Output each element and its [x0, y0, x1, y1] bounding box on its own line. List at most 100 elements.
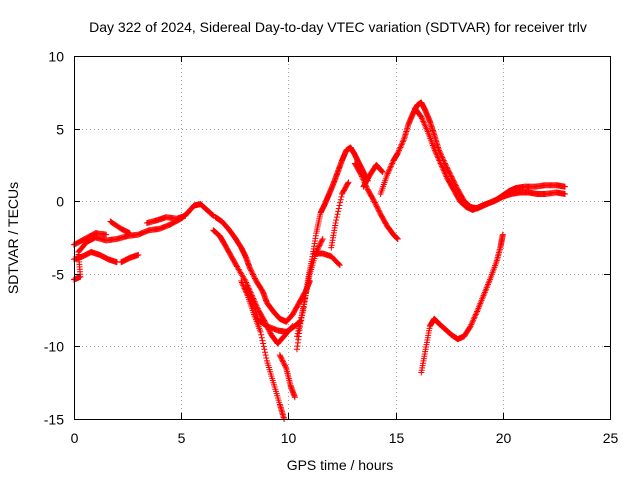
data-point [375, 206, 382, 213]
data-point [467, 323, 474, 330]
data-point [470, 315, 477, 322]
data-point [334, 211, 341, 218]
axis-ticks: 0 5 10 15 20 25 -15 -10 -5 0 5 10 [44, 49, 619, 447]
data-point [452, 181, 459, 188]
data-point [394, 150, 401, 157]
data-point [440, 166, 447, 173]
data-point [435, 154, 442, 161]
data-point [260, 340, 267, 347]
data-point [261, 346, 268, 353]
data-point [561, 190, 568, 197]
data-point [278, 354, 285, 361]
data-point [336, 262, 343, 269]
data-point [376, 208, 383, 215]
data-point [436, 157, 443, 164]
data-point [561, 183, 568, 190]
data-point [441, 169, 448, 176]
data-point [422, 124, 429, 131]
data-point [378, 167, 385, 174]
data-point [419, 116, 426, 123]
data-point [420, 118, 427, 125]
data-point [335, 261, 342, 268]
data-point [399, 140, 406, 147]
y-tick-label: 5 [56, 122, 64, 138]
data-point [399, 138, 406, 145]
data-point [279, 357, 286, 364]
data-point [472, 312, 479, 319]
data-point [262, 349, 269, 356]
data-point [248, 268, 255, 275]
data-point [103, 231, 110, 238]
data-point [397, 144, 404, 151]
data-point [333, 214, 340, 221]
data-point [439, 164, 446, 171]
data-point [260, 343, 267, 350]
data-point [315, 243, 322, 250]
data-point [395, 148, 402, 155]
y-tick-label: 0 [56, 194, 64, 210]
data-point [276, 352, 283, 359]
data-point [249, 270, 256, 277]
data-point [423, 125, 430, 132]
data-point [258, 331, 265, 338]
data-point [251, 274, 258, 281]
data-point [384, 170, 391, 177]
data-point [281, 361, 288, 368]
data-point [372, 200, 379, 207]
data-point [364, 185, 371, 192]
data-point [333, 217, 340, 224]
data-point [317, 241, 324, 248]
x-tick-label: 10 [281, 430, 297, 446]
data-point [374, 204, 381, 211]
y-tick-label: -5 [52, 267, 65, 283]
data-point [282, 363, 289, 370]
data-point [435, 156, 442, 163]
data-point [319, 235, 326, 242]
data-point [442, 170, 449, 177]
data-point [278, 356, 285, 363]
data-point [247, 266, 254, 273]
data-point [473, 310, 480, 317]
data-point [239, 280, 246, 287]
data-point [262, 352, 269, 359]
data-point [444, 165, 451, 172]
data-point [358, 172, 365, 179]
data-point [254, 305, 261, 312]
data-point [442, 172, 449, 179]
data-point [470, 317, 477, 324]
data-point [379, 168, 386, 175]
data-point [433, 150, 440, 157]
data-point [387, 164, 394, 171]
data-point [433, 151, 440, 158]
y-tick-label: -15 [44, 412, 64, 428]
data-point [389, 160, 396, 167]
data-point [358, 173, 365, 180]
data-point [420, 119, 427, 126]
data-point [337, 196, 344, 203]
series-trlv [71, 99, 568, 422]
data-point [418, 113, 425, 120]
data-point [238, 278, 245, 285]
data-point [373, 203, 380, 210]
data-point [422, 122, 429, 129]
data-point [280, 358, 287, 365]
data-point [385, 167, 392, 174]
data-point [317, 239, 324, 246]
x-tick-label: 5 [178, 430, 186, 446]
data-point [259, 337, 266, 344]
data-point [375, 207, 382, 214]
data-point [257, 328, 264, 335]
data-point [335, 205, 342, 212]
data-point [437, 160, 444, 167]
data-point [335, 208, 342, 215]
data-point [316, 242, 323, 249]
data-point [338, 193, 345, 200]
x-tick-label: 0 [71, 430, 79, 446]
data-point [432, 148, 439, 155]
x-tick-label: 25 [603, 430, 619, 446]
data-point [384, 172, 391, 179]
data-point [371, 198, 378, 205]
data-point [379, 169, 386, 176]
y-tick-label: 10 [48, 49, 64, 65]
